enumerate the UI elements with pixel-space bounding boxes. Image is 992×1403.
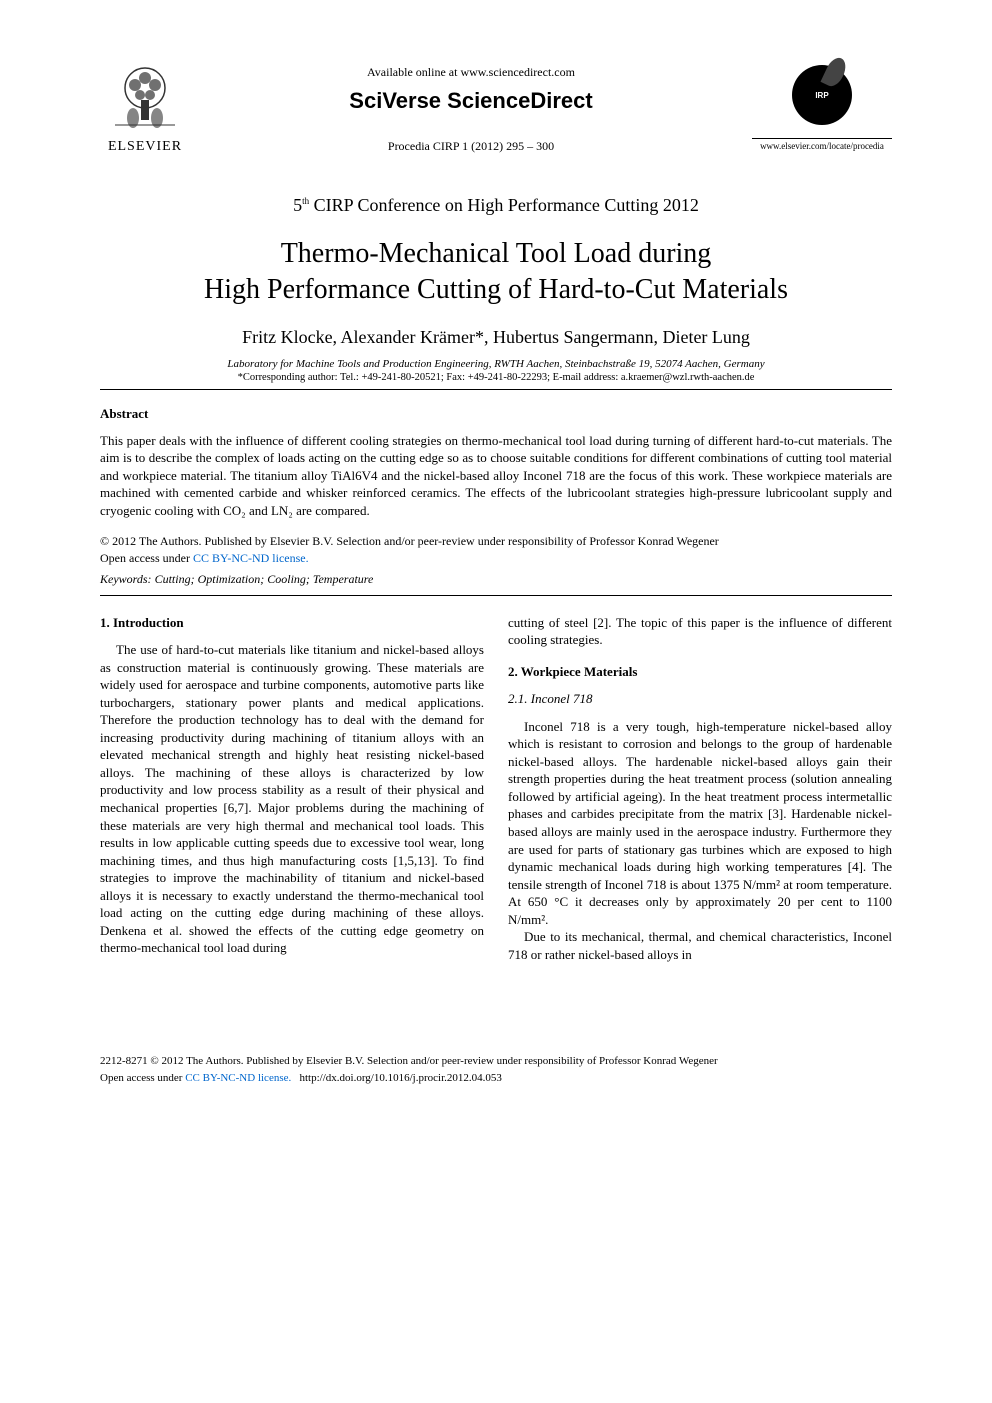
corresponding-author: *Corresponding author: Tel.: +49-241-80-… <box>100 372 892 390</box>
elsevier-tree-icon <box>105 60 185 130</box>
elsevier-label: ELSEVIER <box>100 139 190 155</box>
footer-license-link[interactable]: CC BY-NC-ND license. <box>185 1072 291 1084</box>
conference-title: 5th CIRP Conference on High Performance … <box>100 195 892 216</box>
available-online-text: Available online at www.sciencedirect.co… <box>190 65 752 80</box>
license-line: Open access under CC BY-NC-ND license. <box>100 551 892 566</box>
copyright-line: © 2012 The Authors. Published by Elsevie… <box>100 534 892 549</box>
paper-page: ELSEVIER Available online at www.science… <box>0 0 992 1126</box>
abstract-heading: Abstract <box>100 406 892 422</box>
procedia-citation: Procedia CIRP 1 (2012) 295 – 300 <box>190 139 752 154</box>
keywords: Keywords: Cutting; Optimization; Cooling… <box>100 572 892 596</box>
section-2-heading: 2. Workpiece Materials <box>508 663 892 681</box>
keywords-value: Cutting; Optimization; Cooling; Temperat… <box>152 572 374 586</box>
title-line-2: High Performance Cutting of Hard-to-Cut … <box>204 274 788 305</box>
intro-continuation: cutting of steel [2]. The topic of this … <box>508 614 892 649</box>
right-column: cutting of steel [2]. The topic of this … <box>508 614 892 964</box>
footer-line-2: Open access under CC BY-NC-ND license. h… <box>100 1070 892 1087</box>
footer-license-prefix: Open access under <box>100 1072 185 1084</box>
elsevier-logo: ELSEVIER <box>100 60 190 155</box>
section-1-heading: 1. Introduction <box>100 614 484 632</box>
license-prefix: Open access under <box>100 551 193 565</box>
license-link[interactable]: CC BY-NC-ND license. <box>193 551 309 565</box>
abstract-text: This paper deals with the influence of d… <box>100 432 892 520</box>
intro-paragraph: The use of hard-to-cut materials like ti… <box>100 641 484 957</box>
cirp-logo: IRP <box>787 60 857 130</box>
title-line-1: Thermo-Mechanical Tool Load during <box>281 238 712 269</box>
body-columns: 1. Introduction The use of hard-to-cut m… <box>100 614 892 964</box>
inconel-paragraph-2: Due to its mechanical, thermal, and chem… <box>508 928 892 963</box>
subsection-2-1: 2.1. Inconel 718 <box>508 690 892 708</box>
journal-url: www.elsevier.com/locate/procedia <box>752 138 892 151</box>
affiliation: Laboratory for Machine Tools and Product… <box>100 358 892 370</box>
cirp-label: IRP <box>815 91 828 100</box>
header-row: ELSEVIER Available online at www.science… <box>100 60 892 155</box>
inconel-paragraph-1: Inconel 718 is a very tough, high-temper… <box>508 718 892 929</box>
footer: 2212-8271 © 2012 The Authors. Published … <box>100 1053 892 1086</box>
paper-title: Thermo-Mechanical Tool Load during High … <box>100 236 892 309</box>
sciverse-brand: SciVerse ScienceDirect <box>190 88 752 114</box>
authors: Fritz Klocke, Alexander Krämer*, Hubertu… <box>100 327 892 348</box>
footer-line-1: 2212-8271 © 2012 The Authors. Published … <box>100 1053 892 1070</box>
footer-doi: http://dx.doi.org/10.1016/j.procir.2012.… <box>300 1072 502 1084</box>
left-column: 1. Introduction The use of hard-to-cut m… <box>100 614 484 964</box>
center-header: Available online at www.sciencedirect.co… <box>190 60 752 154</box>
keywords-label: Keywords: <box>100 572 152 586</box>
cirp-logo-box: IRP www.elsevier.com/locate/procedia <box>752 60 892 151</box>
